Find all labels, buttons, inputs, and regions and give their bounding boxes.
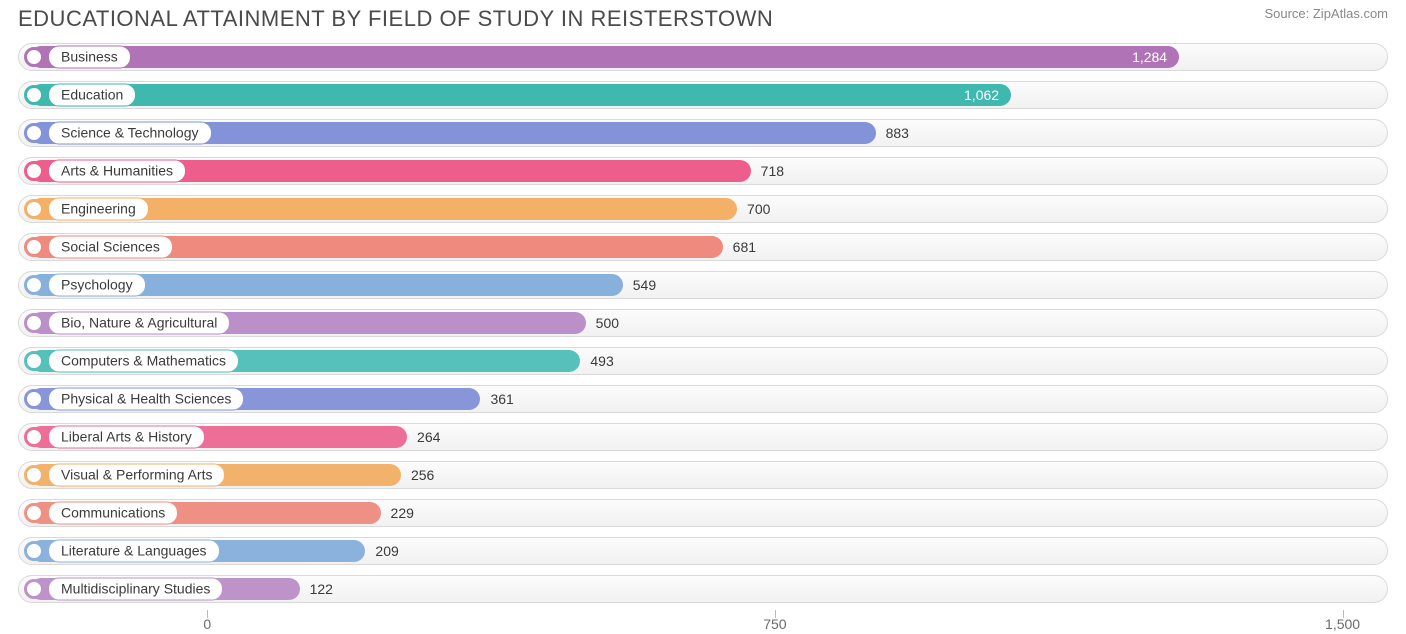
series-dot-icon	[24, 465, 44, 485]
value-label: 209	[375, 543, 398, 559]
bar-row: Liberal Arts & History 264	[18, 420, 1388, 454]
series-dot-icon	[24, 389, 44, 409]
bar-row: Computers & Mathematics 493	[18, 344, 1388, 378]
value-label: 718	[761, 163, 784, 179]
bar-row: Visual & Performing Arts 256	[18, 458, 1388, 492]
value-label: 122	[310, 581, 333, 597]
value-label: 264	[417, 429, 440, 445]
bar-row: Psychology 549	[18, 268, 1388, 302]
category-pill: Engineering	[48, 198, 149, 221]
category-pill: Computers & Mathematics	[48, 350, 239, 373]
series-dot-icon	[24, 85, 44, 105]
bar-row: Communications 229	[18, 496, 1388, 530]
category-pill: Science & Technology	[48, 122, 212, 145]
value-label: 500	[596, 315, 619, 331]
category-pill: Visual & Performing Arts	[48, 464, 225, 487]
x-axis: 0 750 1,500	[18, 610, 1388, 634]
chart-title: EDUCATIONAL ATTAINMENT BY FIELD OF STUDY…	[18, 6, 773, 32]
value-label: 681	[733, 239, 756, 255]
bar-row: Arts & Humanities 718	[18, 154, 1388, 188]
bar-row: Science & Technology 883	[18, 116, 1388, 150]
bar-row: Physical & Health Sciences 361	[18, 382, 1388, 416]
category-pill: Communications	[48, 502, 178, 525]
series-dot-icon	[24, 237, 44, 257]
value-label: 229	[391, 505, 414, 521]
bar-row: Multidisciplinary Studies 122	[18, 572, 1388, 606]
category-pill: Literature & Languages	[48, 540, 220, 563]
value-label: 1,284	[1132, 49, 1167, 65]
bar-row: Business 1,284	[18, 40, 1388, 74]
series-dot-icon	[24, 503, 44, 523]
bar-row: Literature & Languages 209	[18, 534, 1388, 568]
value-label: 883	[886, 125, 909, 141]
series-dot-icon	[24, 199, 44, 219]
category-pill: Bio, Nature & Agricultural	[48, 312, 230, 335]
bar-row: Social Sciences 681	[18, 230, 1388, 264]
bar	[30, 84, 1011, 106]
value-label: 361	[490, 391, 513, 407]
value-label: 493	[590, 353, 613, 369]
bar-row: Education 1,062	[18, 78, 1388, 112]
series-dot-icon	[24, 313, 44, 333]
chart-area: Business 1,284 Education 1,062 Science & Tec…	[0, 36, 1406, 606]
category-pill: Psychology	[48, 274, 146, 297]
value-label: 256	[411, 467, 434, 483]
axis-tick-label: 1,500	[1325, 616, 1360, 632]
category-pill: Multidisciplinary Studies	[48, 578, 223, 601]
category-pill: Physical & Health Sciences	[48, 388, 244, 411]
bar	[30, 46, 1179, 68]
value-label: 1,062	[964, 87, 999, 103]
chart-source: Source: ZipAtlas.com	[1264, 6, 1388, 21]
series-dot-icon	[24, 47, 44, 67]
category-pill: Social Sciences	[48, 236, 173, 259]
series-dot-icon	[24, 351, 44, 371]
bar-row: Engineering 700	[18, 192, 1388, 226]
category-pill: Education	[48, 84, 136, 107]
series-dot-icon	[24, 161, 44, 181]
bar-row: Bio, Nature & Agricultural 500	[18, 306, 1388, 340]
category-pill: Liberal Arts & History	[48, 426, 205, 449]
series-dot-icon	[24, 541, 44, 561]
category-pill: Business	[48, 46, 131, 69]
series-dot-icon	[24, 427, 44, 447]
chart-header: EDUCATIONAL ATTAINMENT BY FIELD OF STUDY…	[0, 0, 1406, 36]
axis-tick-label: 0	[203, 616, 211, 632]
axis-tick-label: 750	[763, 616, 786, 632]
series-dot-icon	[24, 579, 44, 599]
series-dot-icon	[24, 275, 44, 295]
series-dot-icon	[24, 123, 44, 143]
value-label: 549	[633, 277, 656, 293]
category-pill: Arts & Humanities	[48, 160, 186, 183]
value-label: 700	[747, 201, 770, 217]
